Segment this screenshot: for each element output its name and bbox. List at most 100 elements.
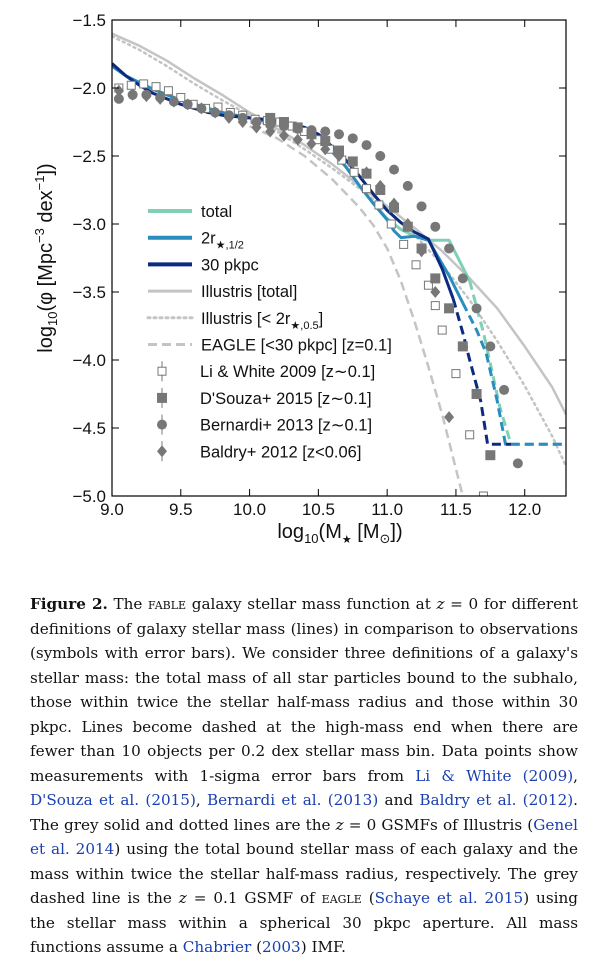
ref-link-schaye[interactable]: Schaye et al. 2015 — [374, 889, 524, 907]
data-point-bernardi-2013-z-0-1 — [113, 93, 124, 104]
caption-text: ) using the total bound stellar mass of … — [30, 840, 578, 907]
series-line-illustris-2r-0-5 — [112, 35, 566, 468]
data-point-d-souza-2015-z-0-1 — [444, 303, 455, 314]
x-tick-label: 12.0 — [508, 500, 541, 519]
data-point-bernardi-2013-z-0-1 — [292, 123, 303, 134]
data-point-bernardi-2013-z-0-1 — [361, 140, 372, 151]
ref-link-chabrier[interactable]: Chabrier — [182, 938, 252, 956]
data-point-baldry-2012-z-0-06 — [320, 143, 331, 156]
stellar-mass-function-chart: 9.0 9.5 10.0 10.5 11.0 11.5 12.0 −1.5 −2.0 −2.5 −3… — [32, 11, 567, 546]
legend-entry-total: total — [148, 203, 232, 221]
data-point-baldry-2012-z-0-06 — [347, 156, 358, 169]
data-point-baldry-2012-z-0-06 — [278, 129, 289, 142]
data-point-baldry-2012-z-0-06 — [168, 95, 179, 108]
ref-link-baldry[interactable]: Baldry et al. (2012) — [419, 791, 574, 809]
data-point-baldry-2012-z-0-06 — [196, 102, 207, 115]
legend-entry-30-pkpc: 30 pkpc — [148, 256, 259, 274]
caption-text: , — [573, 766, 578, 785]
y-tick-label: −1.5 — [72, 11, 106, 30]
legend-label: 2r★,1/2 — [201, 230, 244, 252]
data-point-bernardi-2013-z-0-1 — [471, 303, 482, 314]
x-tick-label: 10.0 — [233, 500, 266, 519]
caption-text: = 0.1 GSMF of — [186, 889, 322, 907]
legend-entry-2r-1-2: 2r★,1/2 — [148, 230, 244, 252]
legend-label: Baldry+ 2012 [z<0.06] — [200, 443, 361, 461]
data-point-li-white-2009-z-0-1 — [399, 239, 409, 249]
legend-entry-baldry-2012-z-0-06: Baldry+ 2012 [z<0.06] — [157, 441, 361, 462]
y-tick-label: −5.0 — [72, 487, 106, 506]
data-point-li-white-2009-z-0-1 — [411, 260, 421, 270]
y-tick-label: −3.0 — [72, 215, 106, 234]
data-point-bernardi-2013-z-0-1 — [485, 341, 496, 352]
legend-label: 30 pkpc — [201, 256, 259, 274]
caption-text: . The grey solid and dotted lines are th… — [30, 791, 578, 834]
legend-label: Illustris [total] — [201, 283, 297, 301]
data-point-d-souza-2015-z-0-1 — [265, 112, 276, 123]
ref-link-dsouza[interactable]: D'Souza et al. (2015) — [30, 791, 196, 809]
figure-caption: Figure 2. The fable galaxy stellar mass … — [30, 592, 578, 960]
data-point-li-white-2009-z-0-1 — [423, 280, 433, 290]
data-point-baldry-2012-z-0-06 — [375, 179, 386, 192]
data-point-baldry-2012-z-0-06 — [210, 106, 221, 119]
data-point-bernardi-2013-z-0-1 — [389, 164, 400, 175]
data-point-bernardi-2013-z-0-1 — [416, 201, 427, 212]
ref-link-chabrier-year[interactable]: 2003 — [262, 938, 301, 956]
caption-text: = 0 GSMFs of Illustris ( — [343, 815, 534, 834]
data-point-bernardi-2013-z-0-1 — [512, 458, 523, 469]
caption-text: and — [378, 791, 420, 809]
data-point-baldry-2012-z-0-06 — [430, 286, 441, 298]
y-tick-label: −2.5 — [72, 147, 106, 166]
data-point-bernardi-2013-z-0-1 — [375, 151, 386, 161]
data-point-li-white-2009-z-0-1 — [374, 200, 384, 210]
data-point-baldry-2012-z-0-06 — [389, 197, 400, 210]
legend-marker — [157, 419, 167, 430]
data-point-bernardi-2013-z-0-1 — [320, 126, 331, 137]
caption-label: Figure 2. — [30, 595, 108, 613]
caption-text: ) using the stellar mass within a spheri… — [30, 889, 578, 956]
data-point-baldry-2012-z-0-06 — [292, 133, 303, 146]
caption-eagle: eagle — [321, 889, 362, 907]
data-point-baldry-2012-z-0-06 — [402, 218, 413, 230]
data-point-bernardi-2013-z-0-1 — [334, 129, 344, 140]
legend-entry-illustris-total: Illustris [total] — [148, 283, 297, 301]
legend-marker — [157, 445, 167, 458]
legend-label: total — [201, 203, 232, 221]
caption-text: = 0 for different definitions of galaxy … — [30, 595, 578, 785]
data-point-baldry-2012-z-0-06 — [223, 111, 234, 124]
legend-entry-eagle-30-pkpc-z-0-1: EAGLE [<30 pkpc] [z=0.1] — [148, 337, 392, 355]
data-point-li-white-2009-z-0-1 — [139, 79, 149, 89]
caption-text: ( — [361, 889, 375, 907]
x-tick-label: 10.5 — [302, 500, 335, 519]
data-point-bernardi-2013-z-0-1 — [444, 243, 455, 254]
data-point-li-white-2009-z-0-1 — [163, 86, 173, 96]
data-point-li-white-2009-z-0-1 — [386, 219, 396, 229]
x-tick-label: 9.5 — [169, 500, 193, 519]
data-point-li-white-2009-z-0-1 — [451, 369, 461, 379]
x-tick-label: 11.5 — [440, 500, 472, 519]
data-point-bernardi-2013-z-0-1 — [278, 121, 289, 132]
data-point-bernardi-2013-z-0-1 — [265, 119, 276, 130]
data-point-d-souza-2015-z-0-1 — [471, 389, 482, 399]
data-point-baldry-2012-z-0-06 — [265, 125, 276, 138]
data-point-bernardi-2013-z-0-1 — [457, 273, 468, 284]
legend-entry-illustris-2r-0-5: Illustris [< 2r★,0.5] — [146, 310, 323, 332]
ref-link-bernardi[interactable]: Bernardi et al. (2013) — [207, 791, 379, 809]
x-axis-label: log10(M★ [M⊙]) — [277, 521, 402, 546]
data-point-baldry-2012-z-0-06 — [306, 137, 317, 150]
data-point-bernardi-2013-z-0-1 — [402, 180, 413, 191]
data-point-li-white-2009-z-0-1 — [362, 184, 372, 194]
legend-entry-li-white-2009-z-0-1: Li & White 2009 [z∼0.1] — [157, 361, 375, 382]
data-point-baldry-2012-z-0-06 — [127, 88, 138, 101]
data-point-li-white-2009-z-0-1 — [349, 167, 359, 177]
data-point-baldry-2012-z-0-06 — [334, 150, 344, 162]
legend-label: Illustris [< 2r★,0.5] — [201, 310, 323, 332]
x-tick-label: 11.0 — [371, 500, 403, 519]
legend-label: D'Souza+ 2015 [z∼0.1] — [200, 390, 372, 408]
legend-entry-d-souza-2015-z-0-1: D'Souza+ 2015 [z∼0.1] — [157, 387, 372, 408]
ref-link-li-white[interactable]: Li & White (2009) — [415, 766, 574, 785]
legend-marker — [157, 366, 167, 376]
y-tick-label: −4.5 — [72, 419, 106, 438]
legend-label: Li & White 2009 [z∼0.1] — [200, 363, 375, 381]
data-point-baldry-2012-z-0-06 — [444, 411, 455, 424]
ref-link-genel[interactable]: Genel et al. 2014 — [30, 815, 578, 859]
